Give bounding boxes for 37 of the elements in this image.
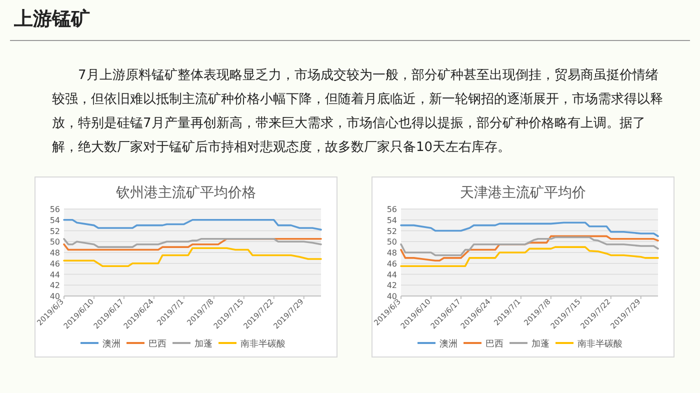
y-tick-label: 50 <box>50 238 60 247</box>
legend-label: 澳洲 <box>440 338 458 350</box>
chart-title: 天津港主流矿平均价 <box>460 185 586 201</box>
legend-label: 加蓬 <box>194 338 212 350</box>
legend-label: 巴西 <box>148 340 166 350</box>
y-tick-label: 48 <box>50 248 60 258</box>
chart-title: 钦州港主流矿平均价格 <box>115 185 256 201</box>
y-tick-label: 40 <box>386 292 397 301</box>
y-tick-label: 44 <box>386 270 397 280</box>
y-tick-label: 42 <box>50 281 60 290</box>
y-tick-label: 50 <box>386 238 397 247</box>
y-tick-label: 52 <box>386 226 397 236</box>
line-series <box>63 247 322 267</box>
legend-label: 澳洲 <box>102 338 120 350</box>
line-series <box>400 236 659 256</box>
line-series <box>400 222 659 238</box>
text: 7月上游原料锰矿整体表现略显乏力，市场成交较为一般，部分矿种甚至出现倒挂，贸易商虽挺价情绪较强，但依旧难以抵制主流矿种价格小幅下降，但随着月底临近，新一轮钢招的逐渐展开，市场需求得以释放，特别是硅锰7月产量再创新高，带来巨大需求，市场信心也得以提振，部分矿种价格略有上调。据了解，绝大数厂家对于锰矿后市持相对悲观态度，故多数厂家只备10天左右库存。 <box>52 67 664 157</box>
y-tick-label: 56 <box>386 205 397 214</box>
y-tick-label: 52 <box>50 226 60 236</box>
line-series <box>400 235 659 262</box>
y-tick-label: 48 <box>386 248 397 258</box>
line-series <box>400 246 659 267</box>
y-tick-label: 46 <box>50 259 60 268</box>
y-tick-label: 44 <box>50 270 60 280</box>
legend-label: 南非半碳酸 <box>578 338 622 350</box>
y-tick-label: 40 <box>50 292 60 301</box>
legend-label: 巴西 <box>486 340 504 350</box>
legend-label: 南非半碳酸 <box>240 338 286 350</box>
y-tick-label: 54 <box>50 216 60 225</box>
y-tick-label: 46 <box>386 259 397 268</box>
y-tick-label: 42 <box>386 281 397 290</box>
legend-label: 加蓬 <box>532 338 550 350</box>
line-series <box>63 218 322 231</box>
y-tick-label: 54 <box>386 216 397 225</box>
y-tick-label: 56 <box>50 205 60 214</box>
line-series <box>63 238 322 248</box>
text: 上游锰矿 <box>14 7 90 32</box>
